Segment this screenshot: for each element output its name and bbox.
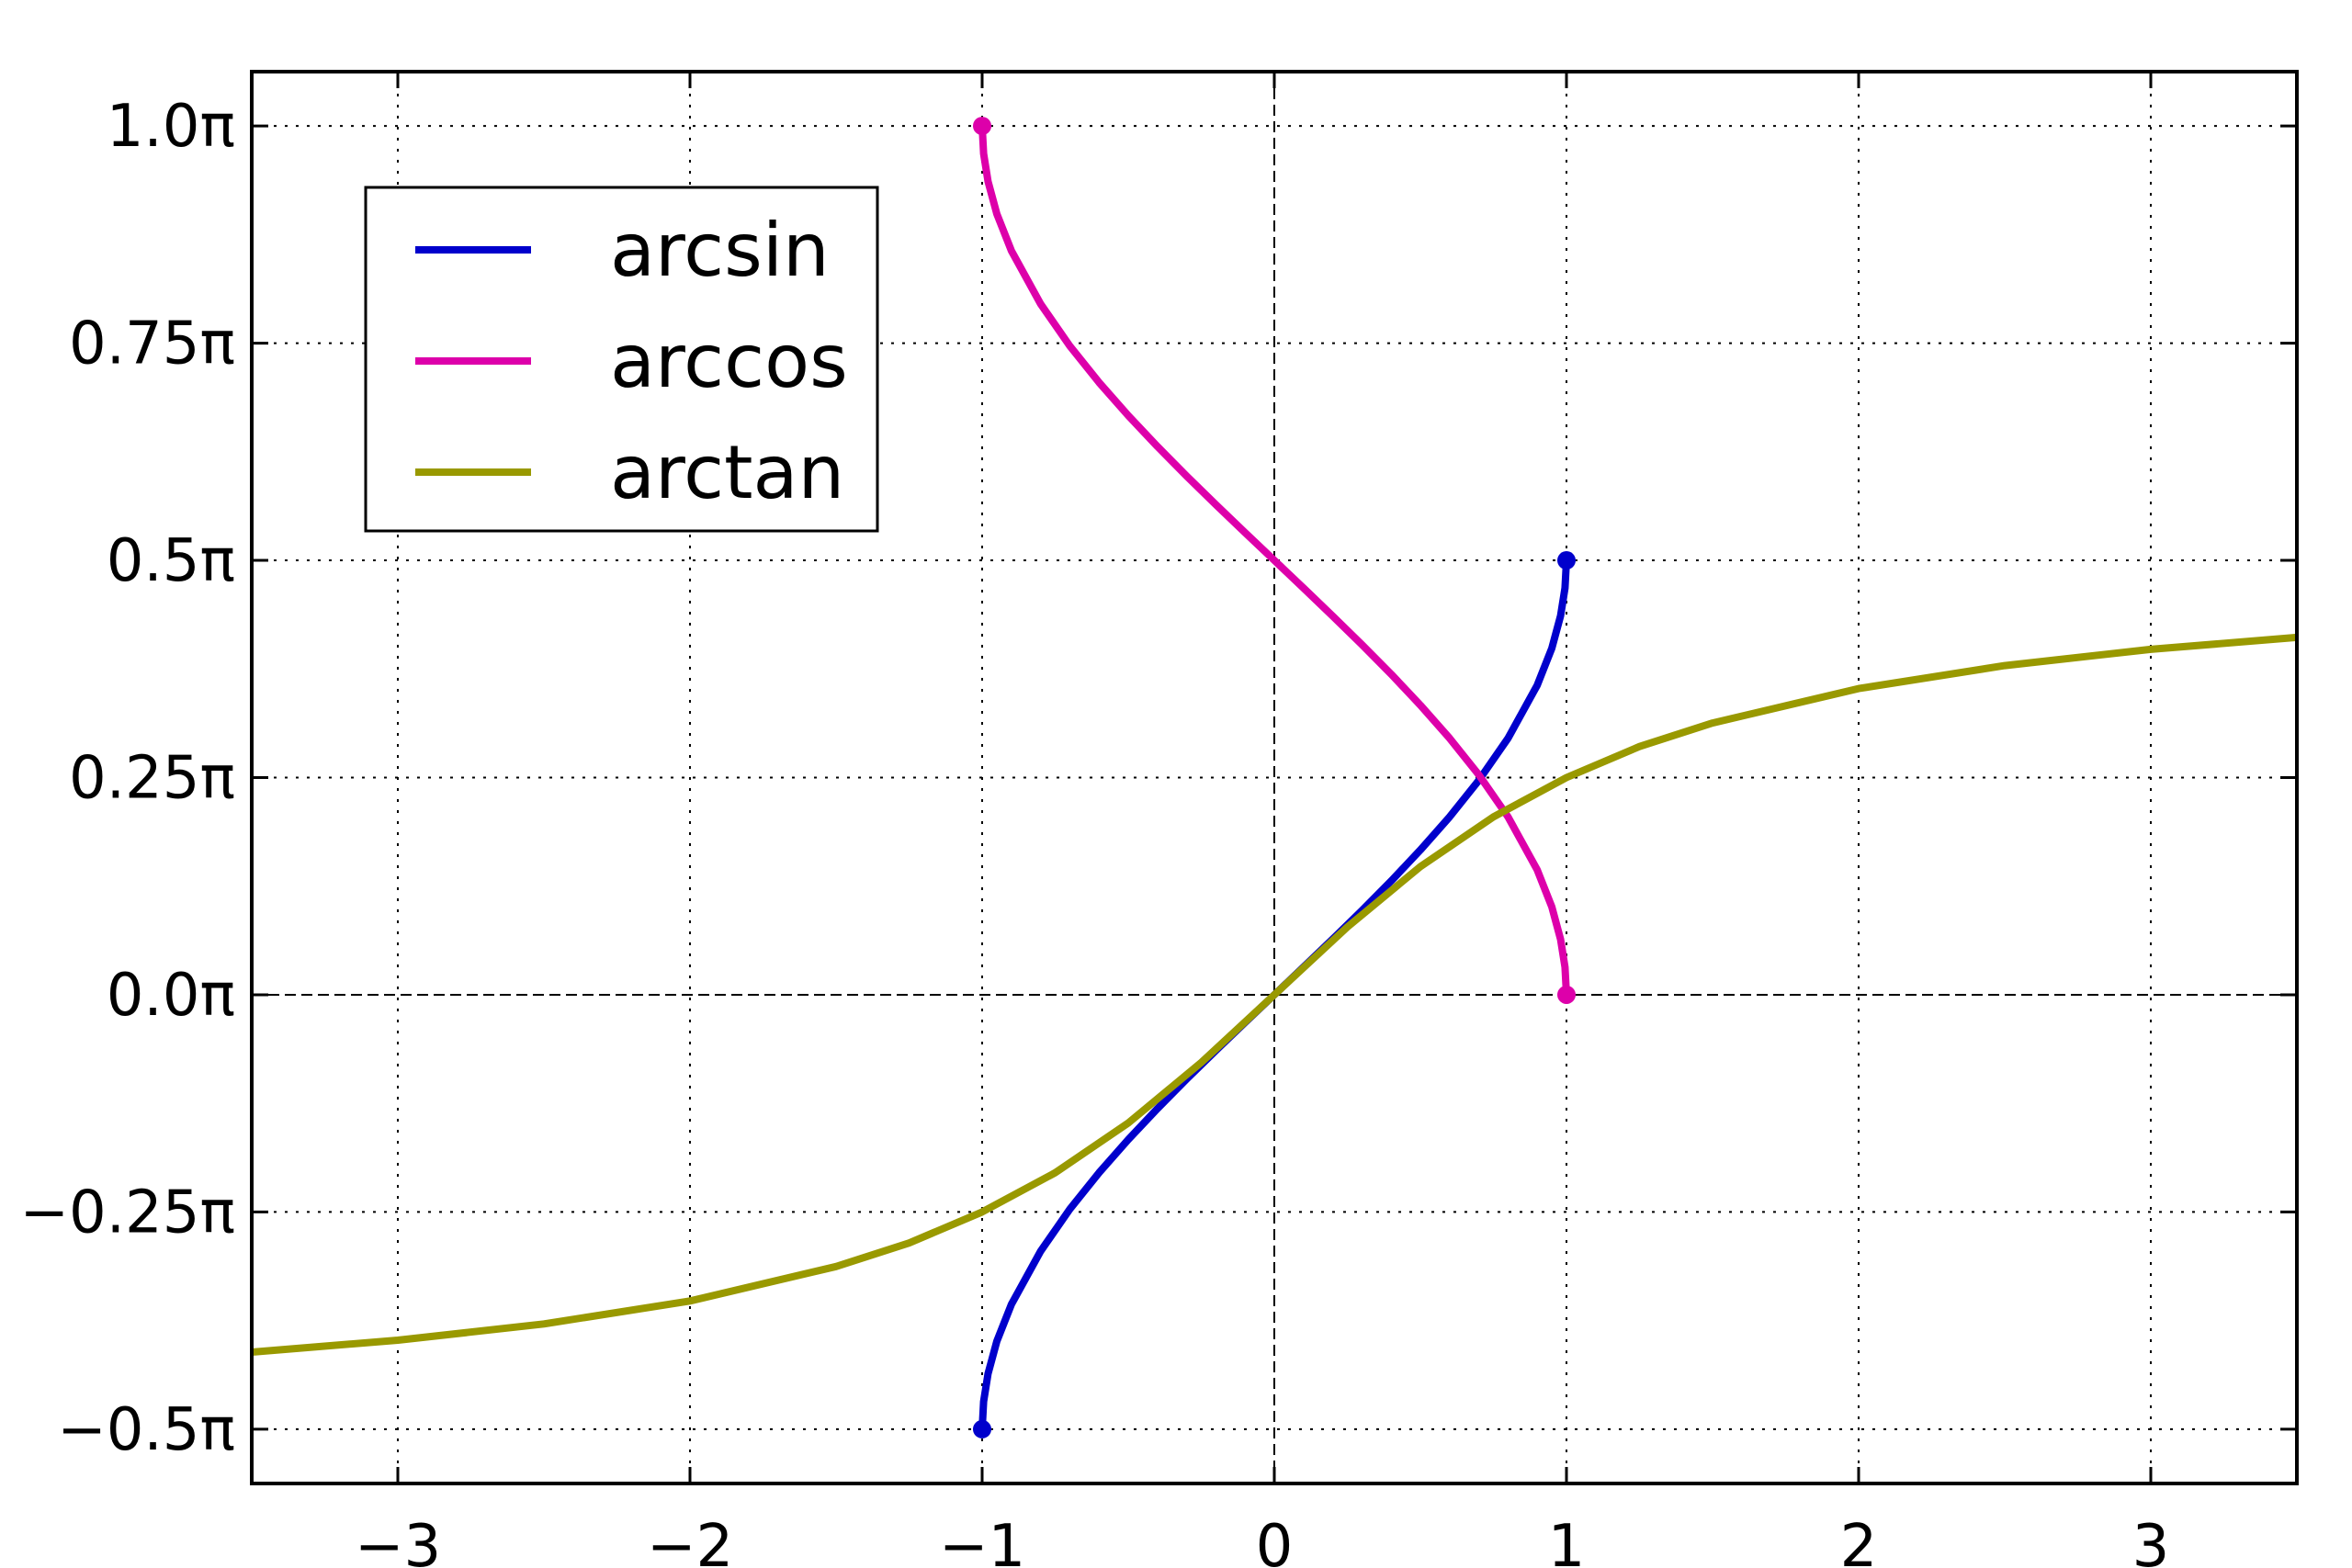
legend-label-arctan: arctan — [610, 430, 844, 515]
endpoint-marker-arccos — [973, 117, 991, 136]
legend-label-arccos: arccos — [610, 319, 848, 404]
x-tick-label: 1 — [1548, 1513, 1586, 1568]
endpoint-marker-arcsin — [973, 1419, 991, 1438]
series-layer — [251, 117, 2298, 1438]
endpoint-marker-arccos — [1557, 985, 1576, 1004]
x-tick-label: −3 — [355, 1513, 441, 1568]
y-tick-label: 0.0π — [107, 962, 235, 1030]
series-line-arctan — [251, 633, 2298, 1356]
y-tick-label: −0.5π — [57, 1396, 235, 1464]
x-tick-label: −2 — [647, 1513, 733, 1568]
y-tick-label: 0.25π — [69, 745, 235, 813]
endpoint-marker-arcsin — [1557, 551, 1576, 570]
x-tick-label: 0 — [1256, 1513, 1294, 1568]
legend: arcsin arccos arctan — [364, 186, 879, 533]
y-tick-label: 0.75π — [69, 310, 235, 378]
legend-label-arcsin: arcsin — [610, 208, 830, 293]
y-tick-label: 1.0π — [107, 93, 235, 161]
series-line-arccos — [978, 125, 1570, 996]
y-tick-label: 0.5π — [107, 527, 235, 595]
x-tick-label: 2 — [1840, 1513, 1878, 1568]
x-tick-label: 3 — [2132, 1513, 2170, 1568]
x-tick-label: −1 — [939, 1513, 1025, 1568]
y-tick-label: −0.25π — [19, 1179, 235, 1247]
tick-layer: −3 −2 −1 0 1 2 3 −0.5π −0.25π 0.0π 0.25π 0.5π 0.75π 1… — [19, 72, 2297, 1568]
